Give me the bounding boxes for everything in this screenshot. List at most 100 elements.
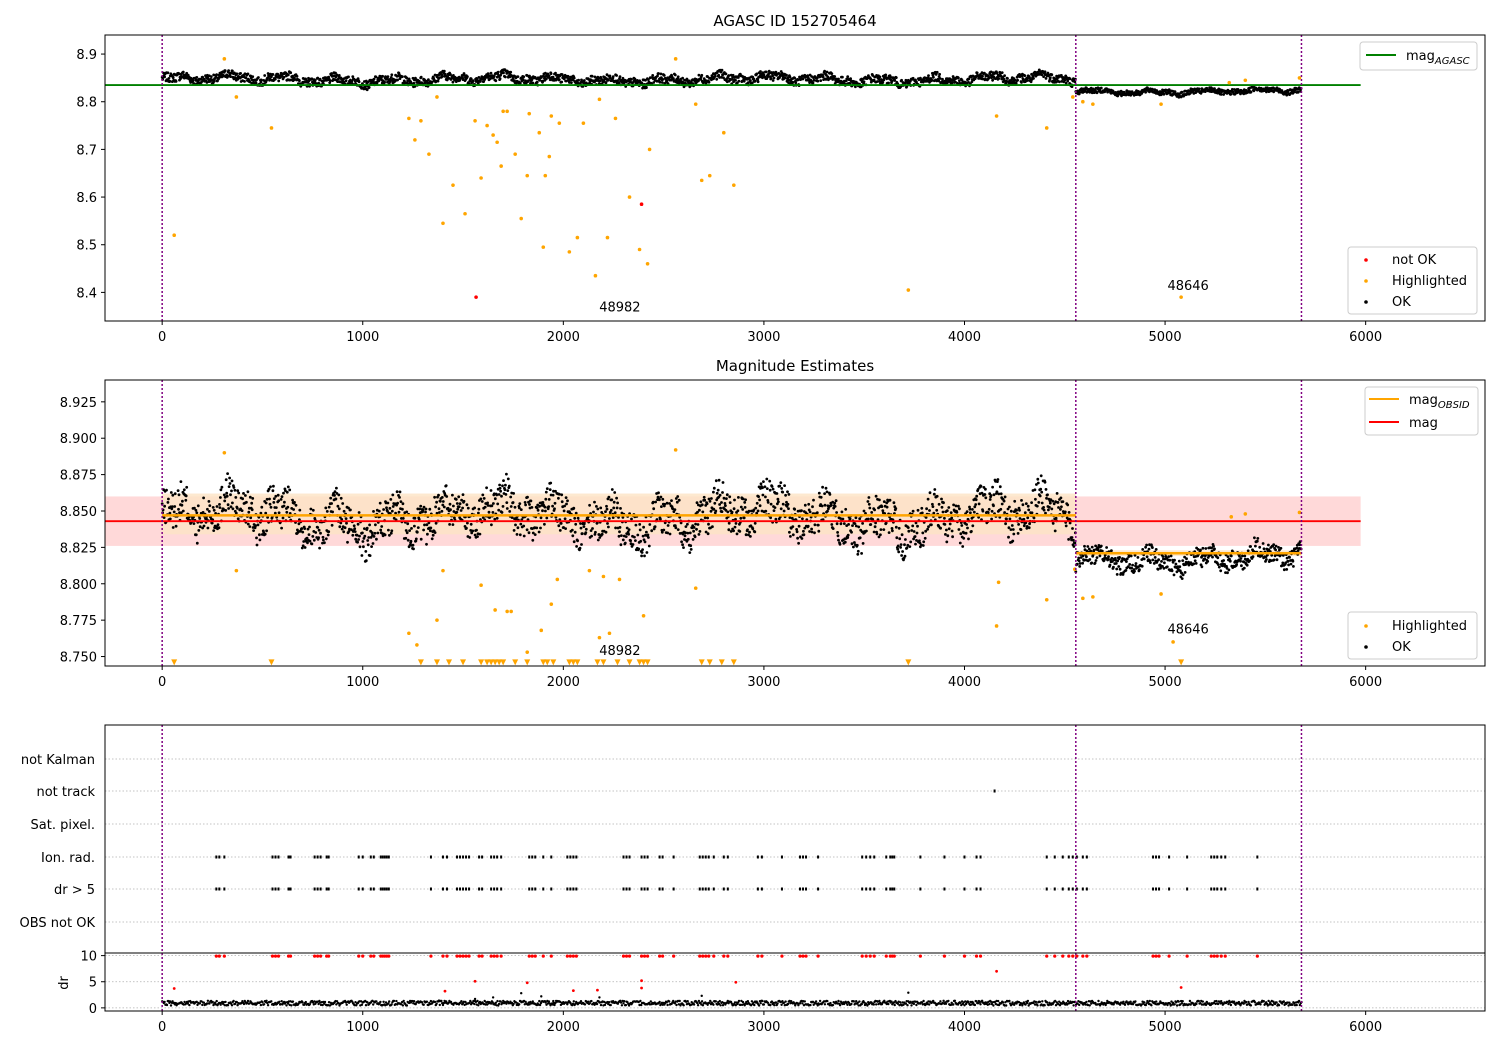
ok-point (897, 550, 901, 554)
ok-point (928, 80, 931, 84)
ok-point (880, 505, 884, 508)
ok-point (228, 482, 232, 485)
ok-point (1040, 73, 1044, 77)
ok-point (435, 511, 439, 515)
ok-point (689, 544, 693, 548)
ok-point (941, 510, 945, 514)
highlighted-point (1297, 510, 1302, 515)
ok-point (950, 81, 954, 85)
ok-point (1246, 549, 1250, 553)
ok-point (605, 504, 608, 508)
ok-point (795, 528, 798, 531)
ok-point (652, 507, 656, 511)
ok-point (1005, 517, 1008, 521)
highlighted-point (537, 130, 542, 135)
ok-point (374, 523, 377, 527)
ok-point (716, 488, 720, 492)
ok-point (518, 533, 522, 537)
ok-point (1199, 548, 1202, 552)
ok-point (610, 498, 614, 502)
ok-point (675, 500, 679, 504)
ok-point (351, 75, 355, 78)
ok-point (382, 508, 385, 511)
ok-point (485, 486, 488, 490)
highlighted-point (1044, 126, 1049, 130)
ok-point (356, 522, 360, 526)
ok-point (1133, 553, 1137, 557)
highlighted-point (222, 450, 227, 455)
y-tick-label: 8.6 (76, 191, 97, 206)
dr-gt-5-flag (316, 887, 319, 891)
ok-point (887, 81, 890, 85)
ok-point (817, 529, 821, 533)
ok-point (841, 75, 844, 79)
ok-point (544, 77, 548, 81)
highlighted-point (222, 57, 227, 61)
ok-point (486, 501, 489, 505)
ok-point (236, 489, 240, 493)
ok-point (1030, 511, 1034, 515)
ok-point (237, 491, 241, 495)
ok-point (817, 491, 821, 495)
ok-point (688, 551, 692, 554)
ok-point (703, 498, 707, 502)
ok-point (681, 76, 684, 80)
ok-point (1020, 499, 1023, 502)
ok-point (264, 501, 268, 505)
ok-point (894, 507, 898, 510)
ok-point (274, 494, 278, 498)
ok-point (502, 479, 505, 482)
ok-point (1120, 559, 1124, 563)
ok-point (1165, 565, 1169, 569)
ok-point (595, 505, 598, 508)
ok-point (1239, 559, 1242, 563)
ok-point (840, 510, 844, 514)
ok-point (1124, 569, 1128, 572)
ok-point (835, 511, 838, 514)
ok-point (874, 521, 877, 525)
ok-point (984, 496, 988, 500)
ok-point (968, 505, 971, 509)
ok-point (1000, 502, 1004, 506)
ok-point (391, 493, 395, 497)
ok-point (1270, 553, 1274, 557)
ok-point (873, 525, 877, 529)
ok-point (1063, 510, 1067, 514)
ok-point (595, 521, 599, 525)
ok-point (1078, 562, 1082, 565)
ok-point (833, 75, 837, 78)
ok-point (397, 510, 401, 514)
ok-point (974, 498, 978, 502)
ok-point (557, 496, 560, 500)
ok-point (566, 74, 570, 78)
highlighted-point (505, 109, 509, 114)
highlighted-point (499, 164, 503, 168)
ok-point (933, 488, 937, 491)
ok-point (242, 492, 245, 495)
ok-point (724, 72, 728, 76)
ok-point (926, 527, 929, 531)
ok-point (621, 516, 625, 519)
ok-point (733, 525, 737, 529)
ok-point (955, 510, 959, 514)
ok-point (1086, 545, 1090, 548)
ok-point (825, 70, 829, 74)
ok-point (254, 524, 257, 528)
ok-point (743, 506, 747, 509)
ok-point (666, 531, 669, 535)
ok-point (1002, 499, 1006, 503)
ok-point (893, 78, 897, 82)
ok-point (666, 524, 670, 527)
ok-point (557, 78, 561, 81)
ok-point (643, 554, 646, 558)
ok-point (573, 530, 577, 534)
ok-point (255, 543, 259, 547)
ok-point (841, 517, 845, 521)
ok-point (563, 517, 567, 521)
highlighted-point (597, 97, 602, 102)
highlighted-point (994, 624, 999, 628)
highlighted-point (505, 609, 509, 614)
ok-point (226, 472, 230, 475)
ok-point (560, 73, 564, 76)
ok-point (449, 73, 452, 76)
